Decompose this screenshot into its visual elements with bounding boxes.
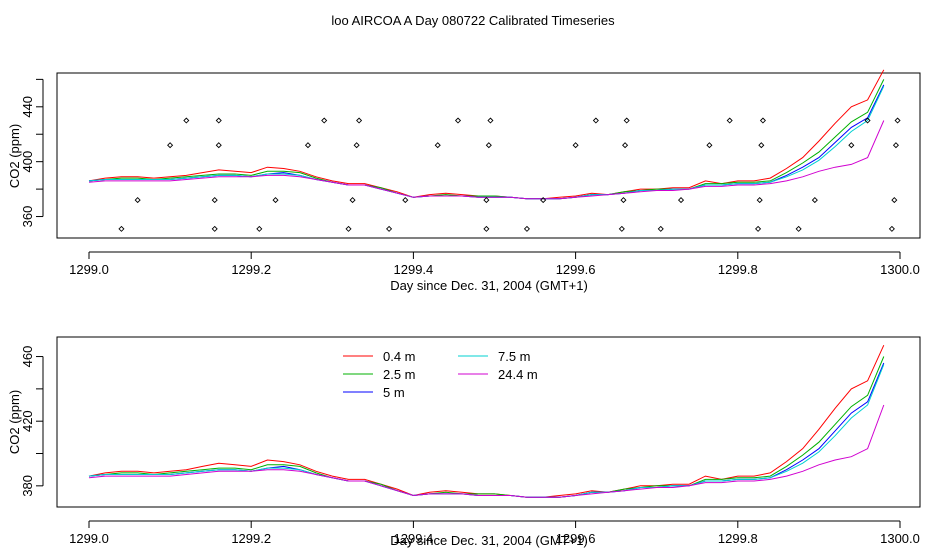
calibration-point: [118, 225, 125, 232]
bottom-panel: 1299.0 1299.2 1299.4 1299.6 1299.8 1300.0 380…: [7, 336, 921, 548]
x-tick-label: 1299.8: [718, 262, 758, 277]
y-tick-label: 460: [20, 346, 35, 368]
x-tick-label: 1299.6: [556, 262, 596, 277]
calibration-point: [620, 197, 627, 204]
calibration-point: [864, 117, 871, 124]
x-tick-label: 1299.2: [231, 262, 271, 277]
legend: 0.4 m 2.5 m 5 m 7.5 m 24.4 m: [343, 349, 538, 400]
series-line-0-4-m: [88, 69, 885, 200]
x-tick-label: 1299.0: [69, 531, 109, 546]
bottom-y-axis-label: CO2 (ppm): [7, 390, 22, 454]
calibration-point: [434, 142, 441, 149]
top-calibration-points: [118, 117, 901, 232]
calibration-point: [272, 197, 279, 204]
calibration-point: [618, 225, 625, 232]
y-tick-label: 400: [20, 151, 35, 173]
calibration-point: [215, 117, 222, 124]
calibration-point: [211, 197, 218, 204]
calibration-point: [167, 142, 174, 149]
calibration-point: [402, 197, 409, 204]
calibration-point: [795, 225, 802, 232]
calibration-point: [211, 225, 218, 232]
x-tick-label: 1299.8: [718, 531, 758, 546]
figure-title: loo AIRCOA A Day 080722 Calibrated Times…: [331, 13, 615, 28]
bottom-x-axis: 1299.0 1299.2 1299.4 1299.6 1299.8 1300.0: [69, 520, 920, 546]
calibration-point: [756, 197, 763, 204]
calibration-point: [755, 225, 762, 232]
legend-label: 0.4 m: [383, 349, 416, 364]
top-panel: 1299.0 1299.2 1299.4 1299.6 1299.8 1300.0 360…: [7, 69, 921, 293]
x-tick-label: 1299.4: [394, 531, 434, 546]
calibration-point: [345, 225, 352, 232]
calibration-point: [215, 142, 222, 149]
calibration-point: [321, 117, 328, 124]
calibration-point: [349, 197, 356, 204]
series-line-24-4-m: [88, 120, 885, 200]
calibration-point: [487, 117, 494, 124]
calibration-point: [523, 225, 530, 232]
y-tick-label: 440: [20, 96, 35, 118]
calibration-point: [483, 225, 490, 232]
bottom-series-group: [88, 344, 885, 498]
calibration-point: [386, 225, 393, 232]
calibration-point: [888, 225, 895, 232]
calibration-point: [353, 142, 360, 149]
series-line-2-5-m: [88, 79, 885, 200]
x-tick-label: 1299.0: [69, 262, 109, 277]
calibration-point: [454, 117, 462, 124]
calibration-point: [894, 117, 901, 124]
calibration-point: [623, 117, 630, 124]
x-tick-label: 1299.4: [394, 262, 434, 277]
bottom-x-axis-label: Day since Dec. 31, 2004 (GMT+1): [390, 533, 588, 548]
series-line-0-4-m: [88, 344, 885, 498]
calibration-point: [811, 197, 818, 204]
x-tick-label: 1300.0: [880, 531, 920, 546]
x-tick-label: 1300.0: [880, 262, 920, 277]
top-x-axis-label: Day since Dec. 31, 2004 (GMT+1): [390, 278, 588, 293]
calibration-point: [592, 117, 599, 124]
calibration-point: [726, 117, 733, 124]
calibration-point: [848, 142, 855, 149]
top-y-axis: 360 400 440: [20, 78, 44, 228]
top-x-axis: 1299.0 1299.2 1299.4 1299.6 1299.8 1300.0: [69, 251, 920, 277]
calibration-point: [759, 117, 766, 124]
calibration-point: [758, 142, 765, 149]
series-line-2-5-m: [88, 356, 885, 498]
bottom-plot-frame: [56, 336, 921, 508]
calibration-point: [622, 142, 629, 149]
legend-label: 5 m: [383, 385, 405, 400]
series-line-7-5-m: [88, 364, 885, 498]
calibration-point: [134, 197, 141, 204]
calibration-point: [891, 197, 898, 204]
calibration-point: [892, 142, 899, 149]
calibration-point: [706, 142, 713, 149]
calibration-point: [256, 225, 263, 232]
top-plot-frame: [56, 72, 921, 239]
top-y-axis-label: CO2 (ppm): [7, 124, 22, 188]
series-line-24-4-m: [88, 404, 885, 498]
calibration-point: [657, 225, 664, 232]
y-tick-label: 380: [20, 475, 35, 497]
calibration-point: [540, 197, 547, 204]
legend-label: 7.5 m: [498, 349, 531, 364]
y-tick-label: 420: [20, 410, 35, 432]
calibration-point: [485, 142, 492, 149]
calibration-point: [304, 142, 312, 149]
x-tick-label: 1299.6: [556, 531, 596, 546]
calibration-point: [677, 197, 685, 204]
calibration-point: [356, 117, 363, 124]
legend-label: 24.4 m: [498, 367, 538, 382]
top-series-group: [88, 69, 885, 200]
calibration-point: [483, 197, 490, 204]
y-tick-label: 360: [20, 206, 35, 228]
calibration-point: [572, 142, 579, 149]
bottom-y-axis: 380 420 460: [20, 346, 44, 497]
calibration-point: [183, 117, 190, 124]
legend-label: 2.5 m: [383, 367, 416, 382]
x-tick-label: 1299.2: [231, 531, 271, 546]
